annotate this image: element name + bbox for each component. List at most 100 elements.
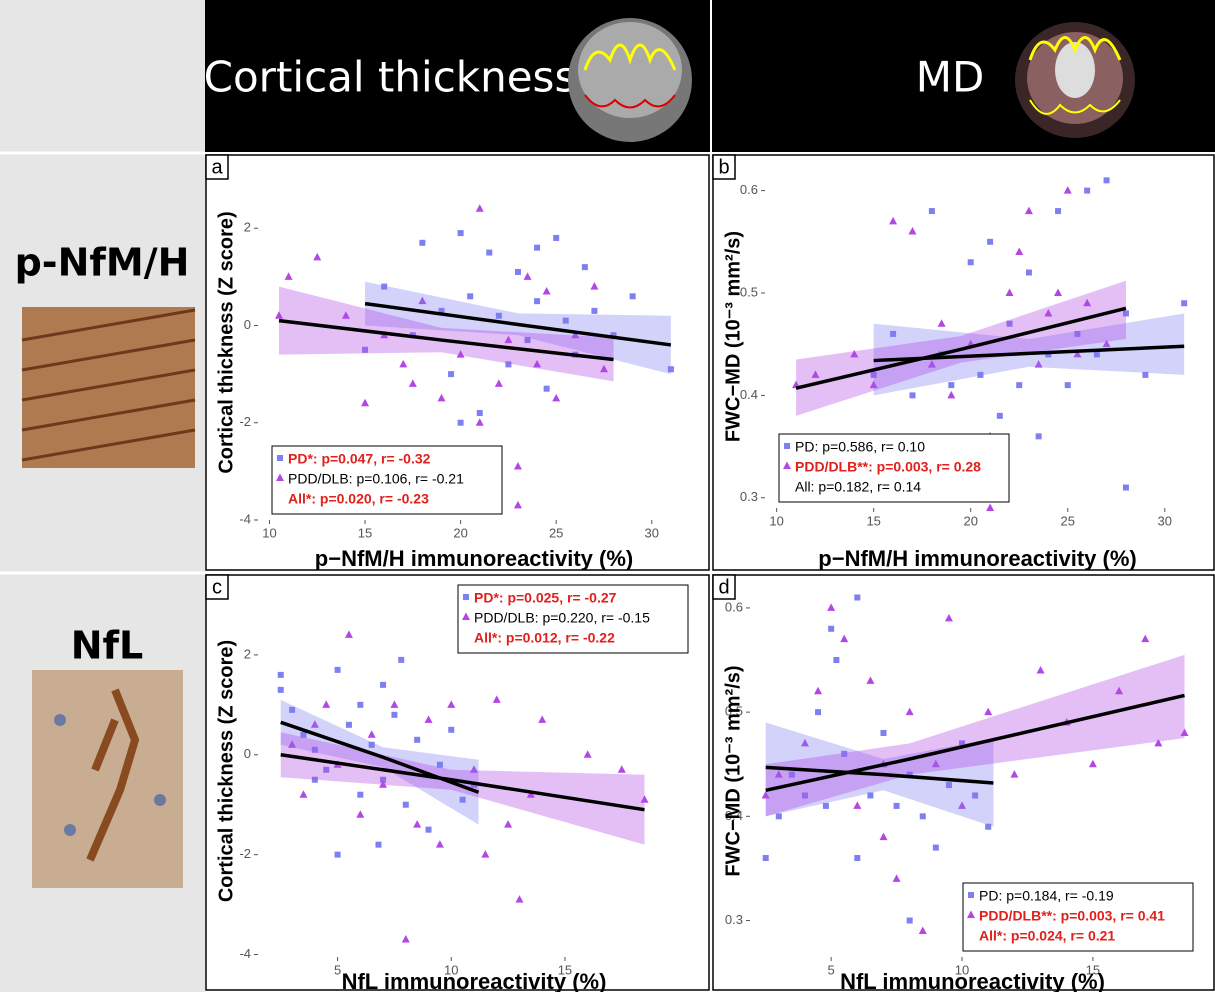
y-tick-label: 0 [244,317,251,332]
point [346,722,352,728]
legend-label: All*: p=0.012, r= -0.22 [474,630,615,646]
tissue-image [22,307,195,468]
point [1036,433,1042,439]
point [894,803,900,809]
point [553,235,559,241]
point [920,813,926,819]
x-axis-label: NfL immunoreactivity (%) [840,969,1105,992]
point [823,803,829,809]
y-tick-label: 0.3 [740,489,758,504]
legend-marker [784,443,790,449]
point [968,259,974,265]
y-tick-label: -4 [239,946,251,961]
point [591,308,597,314]
x-tick-label: 20 [963,513,977,528]
y-tick-label: 0.6 [740,182,758,197]
point [907,918,913,924]
legend-label: PDD/DLB: p=0.220, r= -0.15 [474,610,650,626]
y-tick-label: 0.6 [725,599,743,614]
x-tick-label: 20 [453,525,467,540]
point [544,386,550,392]
column-title: MD [916,53,985,102]
row-title: NfL [71,624,144,668]
point [448,371,454,377]
x-tick-label: 5 [828,962,835,977]
point [933,845,939,851]
point [1181,300,1187,306]
point [458,420,464,426]
x-axis-label: NfL immunoreactivity (%) [342,969,607,992]
legend-label: PDD/DLB**: p=0.003, r= 0.28 [795,459,981,475]
point [467,293,473,299]
point [414,737,420,743]
point [1055,208,1061,214]
tissue-image [32,670,183,888]
legend-label: PD: p=0.184, r= -0.19 [979,888,1114,904]
y-axis-label: Cortical thickness (Z score) [215,211,237,473]
x-tick-label: 15 [358,525,372,540]
point [1026,270,1032,276]
point [278,672,284,678]
y-tick-label: -2 [239,846,251,861]
x-tick-label: 25 [549,525,563,540]
point [833,657,839,663]
point [391,712,397,718]
y-tick-label: -4 [239,511,251,526]
legend-label: PDD/DLB**: p=0.003, r= 0.41 [979,908,1165,924]
point [997,413,1003,419]
panel-letter: a [211,156,223,178]
point [854,855,860,861]
legend-label: PDD/DLB: p=0.106, r= -0.21 [288,471,464,487]
legend-label: PD: p=0.586, r= 0.10 [795,439,925,455]
y-axis-label: FWC−MD (10⁻³ mm²/s) [722,231,744,442]
legend-label: All*: p=0.020, r= -0.23 [288,491,429,507]
panel-letter: c [212,576,222,598]
y-axis-label: Cortical thickness (Z score) [215,640,237,902]
x-axis-label: p−NfM/H immunoreactivity (%) [315,546,633,571]
column-title: Cortical thickness [204,53,577,102]
x-tick-label: 15 [866,513,880,528]
point [828,626,834,632]
point [534,298,540,304]
point [630,293,636,299]
y-tick-label: -2 [239,414,251,429]
point [763,855,769,861]
figure: Cortical thickness MD p-NfM/H NfL a-4-20… [0,0,1215,992]
point [477,410,483,416]
point [403,802,409,808]
point [458,230,464,236]
point [515,269,521,275]
point [419,240,425,246]
point [1016,382,1022,388]
point [486,250,492,256]
legend-marker [968,892,974,898]
point [854,595,860,601]
point [1065,382,1071,388]
point [335,852,341,858]
point [1084,188,1090,194]
x-tick-label: 25 [1061,513,1075,528]
point [335,667,341,673]
point [881,730,887,736]
legend-label: All*: p=0.024, r= 0.21 [979,928,1115,944]
point [582,264,588,270]
point [380,682,386,688]
point [398,657,404,663]
point [929,208,935,214]
panel-letter: b [718,156,729,178]
y-tick-label: 2 [244,646,251,661]
y-tick-label: 0 [244,746,251,761]
legend-label: All: p=0.182, r= 0.14 [795,479,921,495]
x-tick-label: 10 [769,513,783,528]
point [278,687,284,693]
x-tick-label: 10 [262,525,276,540]
y-axis-label: FWC−MD (10⁻³ mm²/s) [722,665,744,876]
x-axis-label: p−NfM/H immunoreactivity (%) [818,546,1136,571]
point [1123,485,1129,491]
legend-marker [277,455,283,461]
y-tick-label: 0.3 [725,912,743,927]
brain-image [1015,22,1135,138]
point [948,382,954,388]
x-tick-label: 30 [1158,513,1172,528]
point [357,792,363,798]
